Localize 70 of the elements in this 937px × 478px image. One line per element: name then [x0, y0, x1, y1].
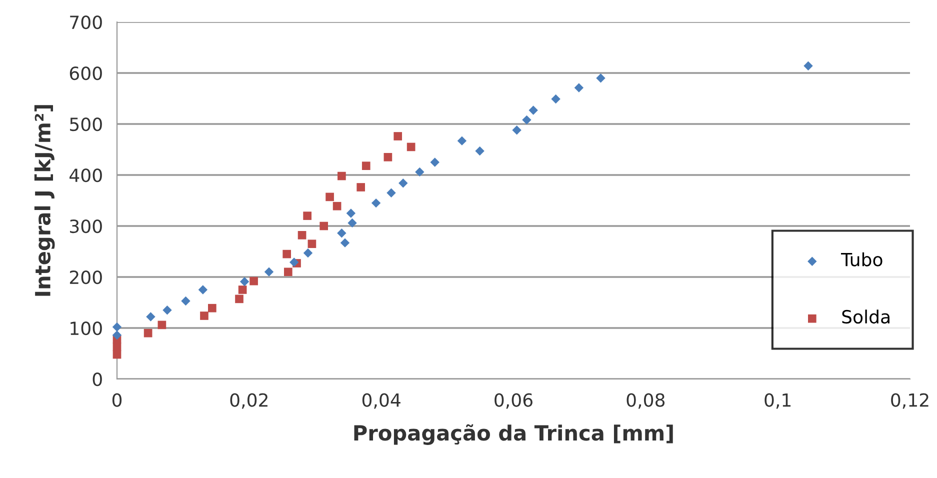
point — [112, 322, 122, 332]
point — [289, 258, 299, 267]
point — [162, 306, 172, 315]
x-axis-title: Propagação da Trinca [mm] — [354, 424, 673, 445]
x-tick-label: 0,08 — [626, 393, 665, 409]
point — [340, 238, 350, 248]
point — [348, 218, 357, 228]
y-tick-label: 500 — [70, 117, 102, 132]
point — [384, 152, 392, 162]
point — [284, 268, 292, 276]
point — [457, 136, 467, 146]
x-tick-label: 0,1 — [764, 393, 791, 409]
point — [394, 132, 402, 140]
point — [181, 296, 190, 306]
point — [346, 208, 356, 218]
y-axis-title: Integral J [kJ/m²] — [34, 105, 55, 296]
point — [475, 146, 484, 156]
point — [112, 330, 122, 340]
legend-label: Tubo — [840, 252, 882, 266]
y-tick-label: 700 — [70, 15, 102, 30]
point — [144, 328, 152, 338]
point — [386, 188, 396, 198]
point — [112, 350, 122, 359]
point — [512, 126, 522, 135]
point — [238, 286, 247, 294]
point — [264, 267, 274, 277]
point — [208, 304, 216, 312]
point — [415, 167, 424, 177]
point — [430, 158, 440, 167]
point — [362, 162, 370, 170]
point — [596, 73, 606, 83]
point — [112, 342, 122, 352]
point — [326, 192, 334, 202]
y-tick-label: 600 — [70, 66, 102, 80]
y-tick-label: 200 — [70, 270, 102, 284]
point — [250, 276, 258, 286]
point — [356, 183, 366, 192]
y-tick-label: 400 — [70, 168, 102, 182]
point — [303, 248, 313, 258]
point — [332, 202, 342, 210]
point — [371, 198, 381, 208]
point — [240, 276, 250, 286]
x-tick-label: 0 — [112, 393, 122, 407]
y-tick-label: 100 — [70, 321, 102, 336]
point — [303, 212, 312, 220]
point — [320, 222, 328, 230]
legend-label: Solda — [842, 310, 890, 324]
x-tick-label: 0,12 — [891, 393, 928, 409]
point — [804, 61, 813, 70]
point — [198, 285, 208, 294]
point — [200, 312, 208, 320]
point — [146, 312, 156, 322]
y-tick-label: 300 — [70, 219, 102, 234]
point — [235, 294, 244, 304]
point — [406, 142, 416, 152]
point — [398, 178, 408, 188]
x-tick-label: 0,02 — [230, 393, 268, 409]
point — [158, 320, 166, 330]
point — [522, 115, 532, 125]
x-tick-label: 0,06 — [494, 393, 532, 409]
point — [338, 172, 346, 180]
y-tick-label: 0 — [92, 372, 102, 386]
point — [282, 250, 291, 258]
point — [551, 94, 560, 104]
point — [574, 83, 584, 92]
point — [337, 228, 346, 238]
point — [528, 106, 538, 115]
point — [298, 231, 306, 240]
x-tick-label: 0,04 — [362, 393, 400, 409]
point — [308, 240, 316, 248]
